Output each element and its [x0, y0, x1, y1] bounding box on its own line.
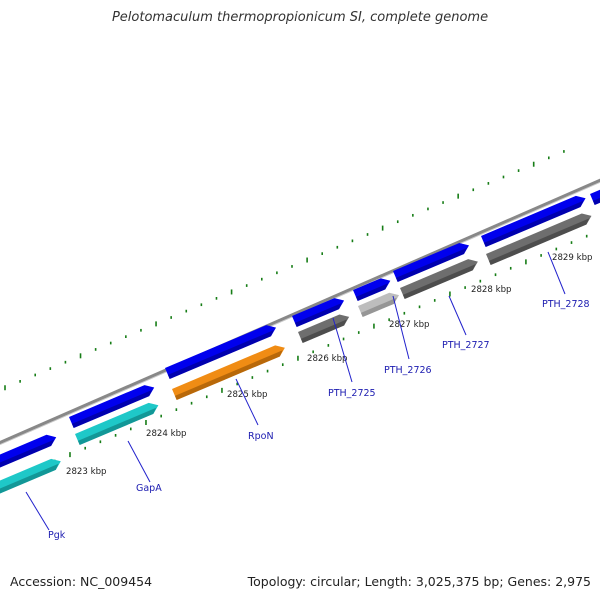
scale-label: 2829 kbp [552, 253, 593, 263]
gene-arrow-forward [481, 195, 586, 248]
tick-marks [4, 150, 588, 482]
gene-label-connector [332, 317, 353, 383]
gene-arrow-forward [165, 325, 277, 380]
gene-arrow-forward [69, 385, 155, 429]
gene-features [0, 188, 600, 495]
gene-label: RpoN [248, 431, 274, 442]
gene-label-connector [127, 440, 151, 483]
backbone-line-outer [0, 178, 600, 445]
gene-label: PTH_2727 [442, 340, 490, 351]
gene-arrow-forward [0, 434, 57, 469]
map-title: Pelotomaculum thermopropionicum SI, comp… [111, 10, 489, 25]
genome-backbone [0, 178, 600, 446]
scale-label: 2825 kbp [227, 390, 268, 400]
scale-label: 2828 kbp [471, 285, 512, 295]
gene-arrow-forward [353, 278, 391, 302]
gene-arrow-forward [292, 298, 345, 328]
gene-label: PTH_2725 [328, 388, 376, 399]
scale-label: 2826 kbp [307, 354, 348, 364]
gene-arrow-pgk [0, 458, 61, 495]
accession-text: Accession: NC_009454 [10, 574, 153, 589]
gene-label-connector [25, 491, 50, 531]
scale-label: 2824 kbp [146, 429, 187, 439]
gene-label: GapA [136, 483, 162, 494]
scale-labels: 2823 kbp 2824 kbp 2825 kbp 2826 kbp 2827 kbp… [66, 253, 593, 477]
gene-arrow-rpon [172, 345, 285, 401]
gene-label-connector [235, 378, 259, 426]
gene-label: PTH_2728 [542, 299, 590, 310]
gene-arrow-gapa [75, 402, 159, 446]
gene-labels: Pgk GapA RpoN PTH_2725 PTH_2726 PTH_2727 PTH_2… [25, 251, 590, 541]
gene-arrow-forward [590, 188, 600, 206]
genome-summary-text: Topology: circular; Length: 3,025,375 bp… [247, 574, 591, 589]
gene-arrow-pth2727 [400, 259, 478, 300]
gene-label: Pgk [48, 530, 66, 541]
gene-label: PTH_2726 [384, 365, 432, 376]
gene-label-connector [547, 251, 566, 295]
gene-arrow-forward [393, 242, 470, 283]
scale-label: 2823 kbp [66, 467, 107, 477]
gene-label-connector [392, 295, 410, 360]
gene-label-connector [448, 295, 467, 336]
gene-arrow-pth2728 [486, 213, 592, 266]
gene-arrow-pth2726 [358, 292, 400, 318]
scale-label: 2827 kbp [389, 320, 430, 330]
